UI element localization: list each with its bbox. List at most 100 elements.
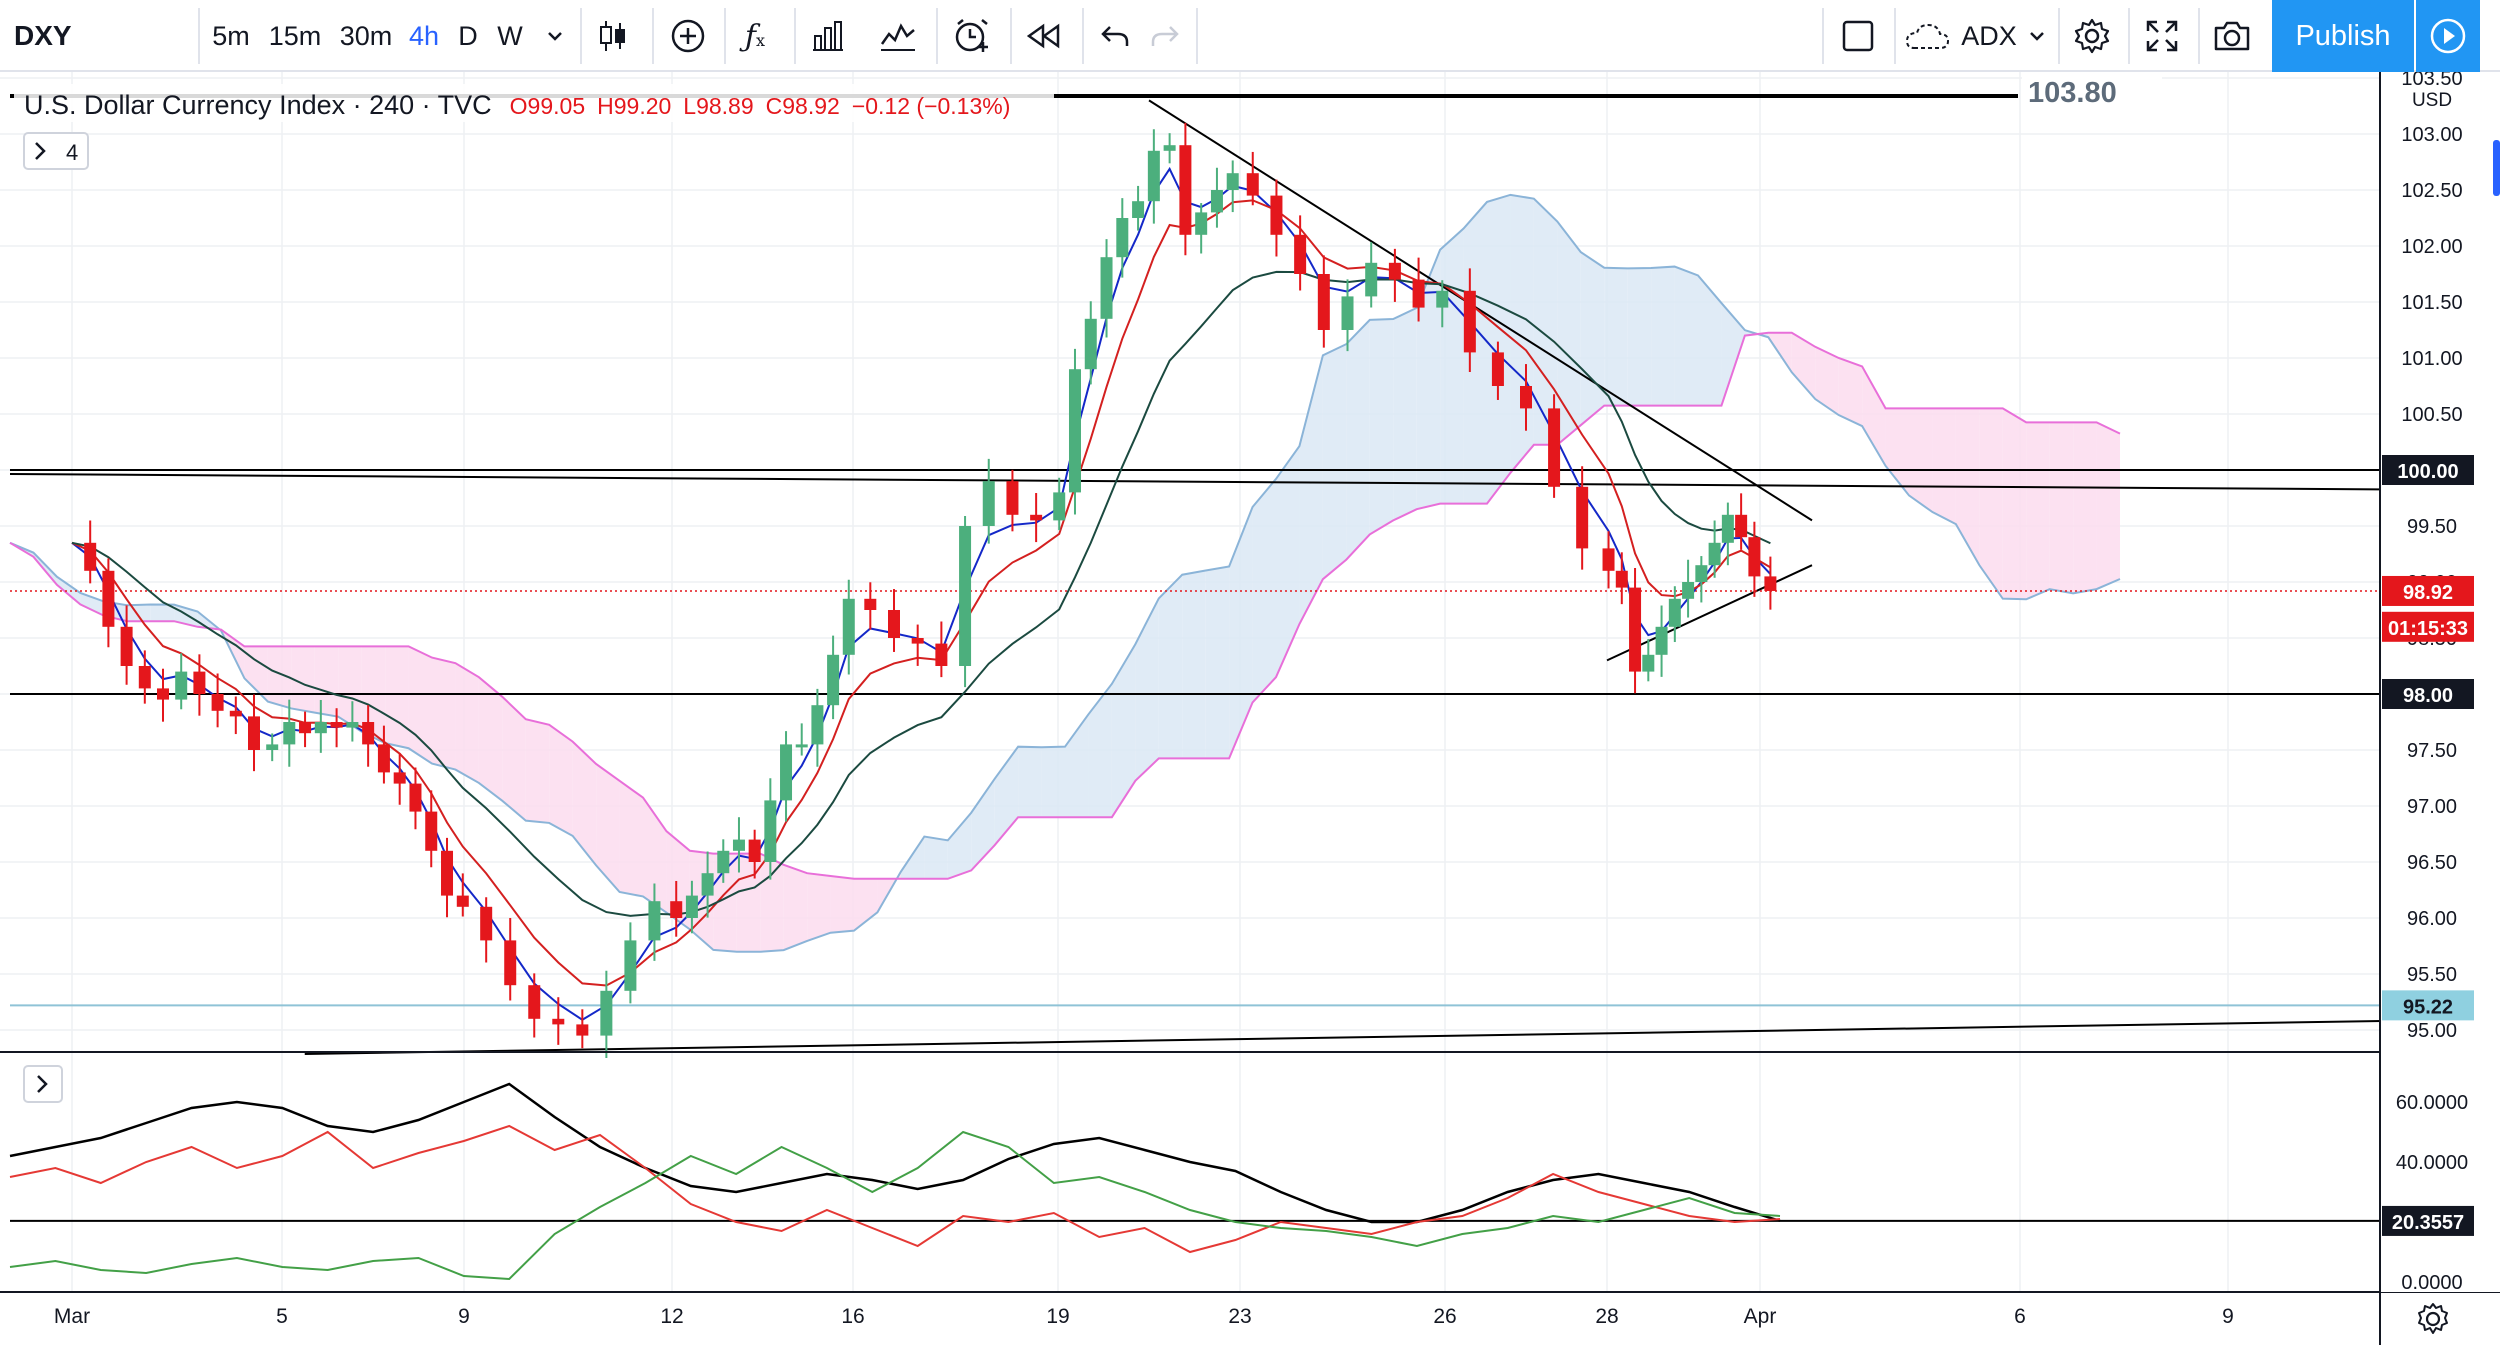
candle-down[interactable] bbox=[480, 906, 493, 941]
candle-down[interactable] bbox=[935, 643, 948, 666]
candle-down[interactable] bbox=[670, 901, 683, 918]
candle-down[interactable] bbox=[1748, 537, 1761, 577]
indicator-name[interactable]: ADX bbox=[1961, 20, 2017, 51]
candle-up[interactable] bbox=[795, 744, 808, 748]
play-icon[interactable] bbox=[2416, 0, 2480, 72]
gear-icon[interactable] bbox=[2418, 1303, 2448, 1334]
candle-down[interactable] bbox=[330, 722, 343, 728]
candle-down[interactable] bbox=[120, 626, 133, 666]
timeframe-15m[interactable]: 15m bbox=[268, 20, 322, 51]
candle-down[interactable] bbox=[248, 716, 260, 750]
candle-down[interactable] bbox=[393, 772, 406, 784]
camera-icon[interactable] bbox=[2204, 0, 2260, 72]
ascending-trendline[interactable] bbox=[1606, 564, 1813, 662]
descending-trendline[interactable] bbox=[1148, 99, 1813, 522]
candle-down[interactable] bbox=[1294, 234, 1307, 274]
long-support[interactable] bbox=[304, 1018, 2471, 1055]
line-chart-icon[interactable] bbox=[870, 0, 926, 72]
adx-expand-button[interactable] bbox=[23, 1065, 63, 1103]
candle-up[interactable] bbox=[1436, 290, 1449, 308]
candle-up[interactable] bbox=[314, 722, 327, 734]
chevron-down-icon[interactable] bbox=[538, 0, 572, 72]
candle-up[interactable] bbox=[780, 744, 793, 801]
candle-up[interactable] bbox=[827, 654, 840, 706]
chevron-down-icon[interactable] bbox=[2022, 0, 2052, 72]
publish-button[interactable]: Publish bbox=[2272, 0, 2414, 72]
candle-down[interactable] bbox=[193, 671, 206, 694]
candle-down[interactable] bbox=[441, 850, 454, 896]
chart-canvas[interactable]: 103.50 103.00 102.50 102.00 101.50 101.00 100.… bbox=[0, 72, 2500, 1345]
candle-up[interactable] bbox=[600, 990, 613, 1036]
candle-down[interactable] bbox=[1548, 408, 1561, 487]
redo-icon[interactable] bbox=[1140, 0, 1190, 72]
timeframe-5m[interactable]: 5m bbox=[212, 20, 250, 51]
candle-down[interactable] bbox=[1764, 576, 1777, 591]
candle-up[interactable] bbox=[1642, 654, 1655, 672]
candle-down[interactable] bbox=[299, 722, 312, 734]
gear-icon[interactable] bbox=[2064, 0, 2120, 72]
candle-down[interactable] bbox=[211, 694, 224, 711]
candle-down[interactable] bbox=[1520, 386, 1532, 409]
candle-down[interactable] bbox=[1030, 514, 1043, 521]
bar-chart-icon[interactable] bbox=[800, 0, 856, 72]
candle-up[interactable] bbox=[732, 839, 745, 851]
candle-up[interactable] bbox=[811, 705, 824, 745]
candle-up[interactable] bbox=[764, 800, 777, 862]
undo-icon[interactable] bbox=[1090, 0, 1140, 72]
indicators-icon[interactable]: ƒx bbox=[744, 18, 766, 54]
candle-up[interactable] bbox=[685, 895, 698, 918]
symbol-search[interactable]: DXY bbox=[14, 0, 104, 72]
candle-down[interactable] bbox=[1317, 274, 1330, 330]
candle-down[interactable] bbox=[1388, 262, 1401, 280]
candle-down[interactable] bbox=[748, 839, 761, 862]
candle-up[interactable] bbox=[1721, 514, 1734, 543]
candle-up[interactable] bbox=[283, 722, 296, 745]
candle-down[interactable] bbox=[864, 598, 877, 610]
candle-down[interactable] bbox=[425, 811, 438, 851]
candle-up[interactable] bbox=[1084, 318, 1097, 370]
add-icon[interactable] bbox=[660, 0, 716, 72]
candle-down[interactable] bbox=[1006, 481, 1019, 515]
candle-down[interactable] bbox=[504, 940, 517, 986]
candle-down[interactable] bbox=[409, 783, 422, 812]
candle-up[interactable] bbox=[982, 481, 995, 526]
timeframe-d[interactable]: D bbox=[458, 20, 478, 51]
candle-down[interactable] bbox=[1412, 279, 1425, 308]
candle-up[interactable] bbox=[1100, 257, 1113, 319]
candle-up[interactable] bbox=[1365, 262, 1378, 297]
candlesticks[interactable] bbox=[84, 122, 1777, 1058]
candle-up[interactable] bbox=[1116, 218, 1129, 258]
candle-down[interactable] bbox=[157, 688, 169, 700]
candle-up[interactable] bbox=[1053, 492, 1066, 521]
candle-down[interactable] bbox=[456, 895, 469, 907]
candle-down[interactable] bbox=[102, 570, 115, 627]
square-icon[interactable] bbox=[1830, 0, 1886, 72]
cloud-icon[interactable] bbox=[1902, 0, 1952, 72]
alert-icon[interactable] bbox=[944, 0, 1000, 72]
candle-down[interactable] bbox=[1463, 290, 1476, 353]
candle-down[interactable] bbox=[1179, 145, 1192, 235]
candle-up[interactable] bbox=[648, 901, 661, 941]
candle-down[interactable] bbox=[1629, 587, 1642, 672]
candle-down[interactable] bbox=[138, 666, 151, 689]
candle-down[interactable] bbox=[911, 638, 924, 644]
fullscreen-icon[interactable] bbox=[2134, 0, 2190, 72]
candle-up[interactable] bbox=[1210, 190, 1223, 213]
candle-up[interactable] bbox=[1668, 598, 1681, 627]
candle-down[interactable] bbox=[1246, 173, 1259, 196]
timeframe-w[interactable]: W bbox=[497, 20, 523, 51]
candle-down[interactable] bbox=[576, 1024, 589, 1036]
candle-up[interactable] bbox=[1147, 150, 1160, 202]
candle-down[interactable] bbox=[1576, 486, 1589, 549]
candle-up[interactable] bbox=[266, 744, 279, 750]
candle-down[interactable] bbox=[1615, 570, 1628, 588]
candle-up[interactable] bbox=[624, 940, 637, 991]
candle-up[interactable] bbox=[717, 850, 730, 874]
candle-up[interactable] bbox=[959, 526, 972, 666]
candle-down[interactable] bbox=[1735, 514, 1748, 538]
legend-collapse-button[interactable]: 4 bbox=[23, 132, 89, 170]
candle-up[interactable] bbox=[175, 671, 188, 700]
candle-up[interactable] bbox=[1341, 296, 1354, 330]
candle-down[interactable] bbox=[1602, 548, 1615, 571]
candle-up[interactable] bbox=[1068, 369, 1081, 493]
